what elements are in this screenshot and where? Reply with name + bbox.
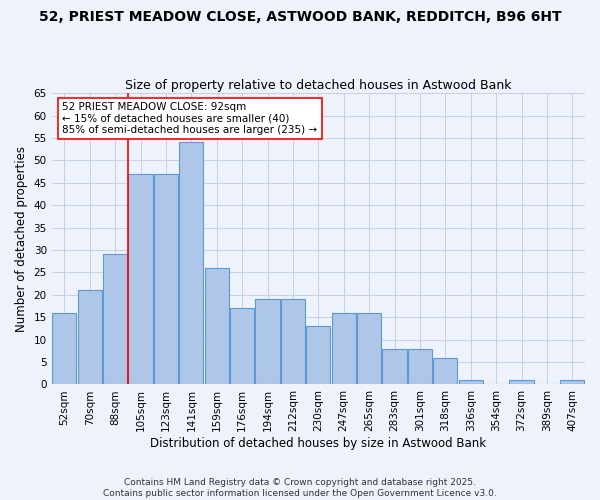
X-axis label: Distribution of detached houses by size in Astwood Bank: Distribution of detached houses by size … xyxy=(150,437,487,450)
Bar xyxy=(77,290,102,384)
Title: Size of property relative to detached houses in Astwood Bank: Size of property relative to detached ho… xyxy=(125,79,512,92)
Bar xyxy=(306,326,331,384)
Bar xyxy=(560,380,584,384)
Bar xyxy=(408,348,432,384)
Bar xyxy=(433,358,457,384)
Bar xyxy=(179,142,203,384)
Bar xyxy=(458,380,483,384)
Text: Contains HM Land Registry data © Crown copyright and database right 2025.
Contai: Contains HM Land Registry data © Crown c… xyxy=(103,478,497,498)
Y-axis label: Number of detached properties: Number of detached properties xyxy=(15,146,28,332)
Bar xyxy=(256,300,280,384)
Bar xyxy=(154,174,178,384)
Text: 52 PRIEST MEADOW CLOSE: 92sqm
← 15% of detached houses are smaller (40)
85% of s: 52 PRIEST MEADOW CLOSE: 92sqm ← 15% of d… xyxy=(62,102,317,135)
Bar xyxy=(509,380,533,384)
Bar xyxy=(52,313,76,384)
Bar xyxy=(357,313,381,384)
Bar xyxy=(103,254,127,384)
Bar xyxy=(205,268,229,384)
Bar xyxy=(128,174,152,384)
Bar xyxy=(230,308,254,384)
Text: 52, PRIEST MEADOW CLOSE, ASTWOOD BANK, REDDITCH, B96 6HT: 52, PRIEST MEADOW CLOSE, ASTWOOD BANK, R… xyxy=(38,10,562,24)
Bar xyxy=(281,300,305,384)
Bar xyxy=(382,348,407,384)
Bar xyxy=(332,313,356,384)
